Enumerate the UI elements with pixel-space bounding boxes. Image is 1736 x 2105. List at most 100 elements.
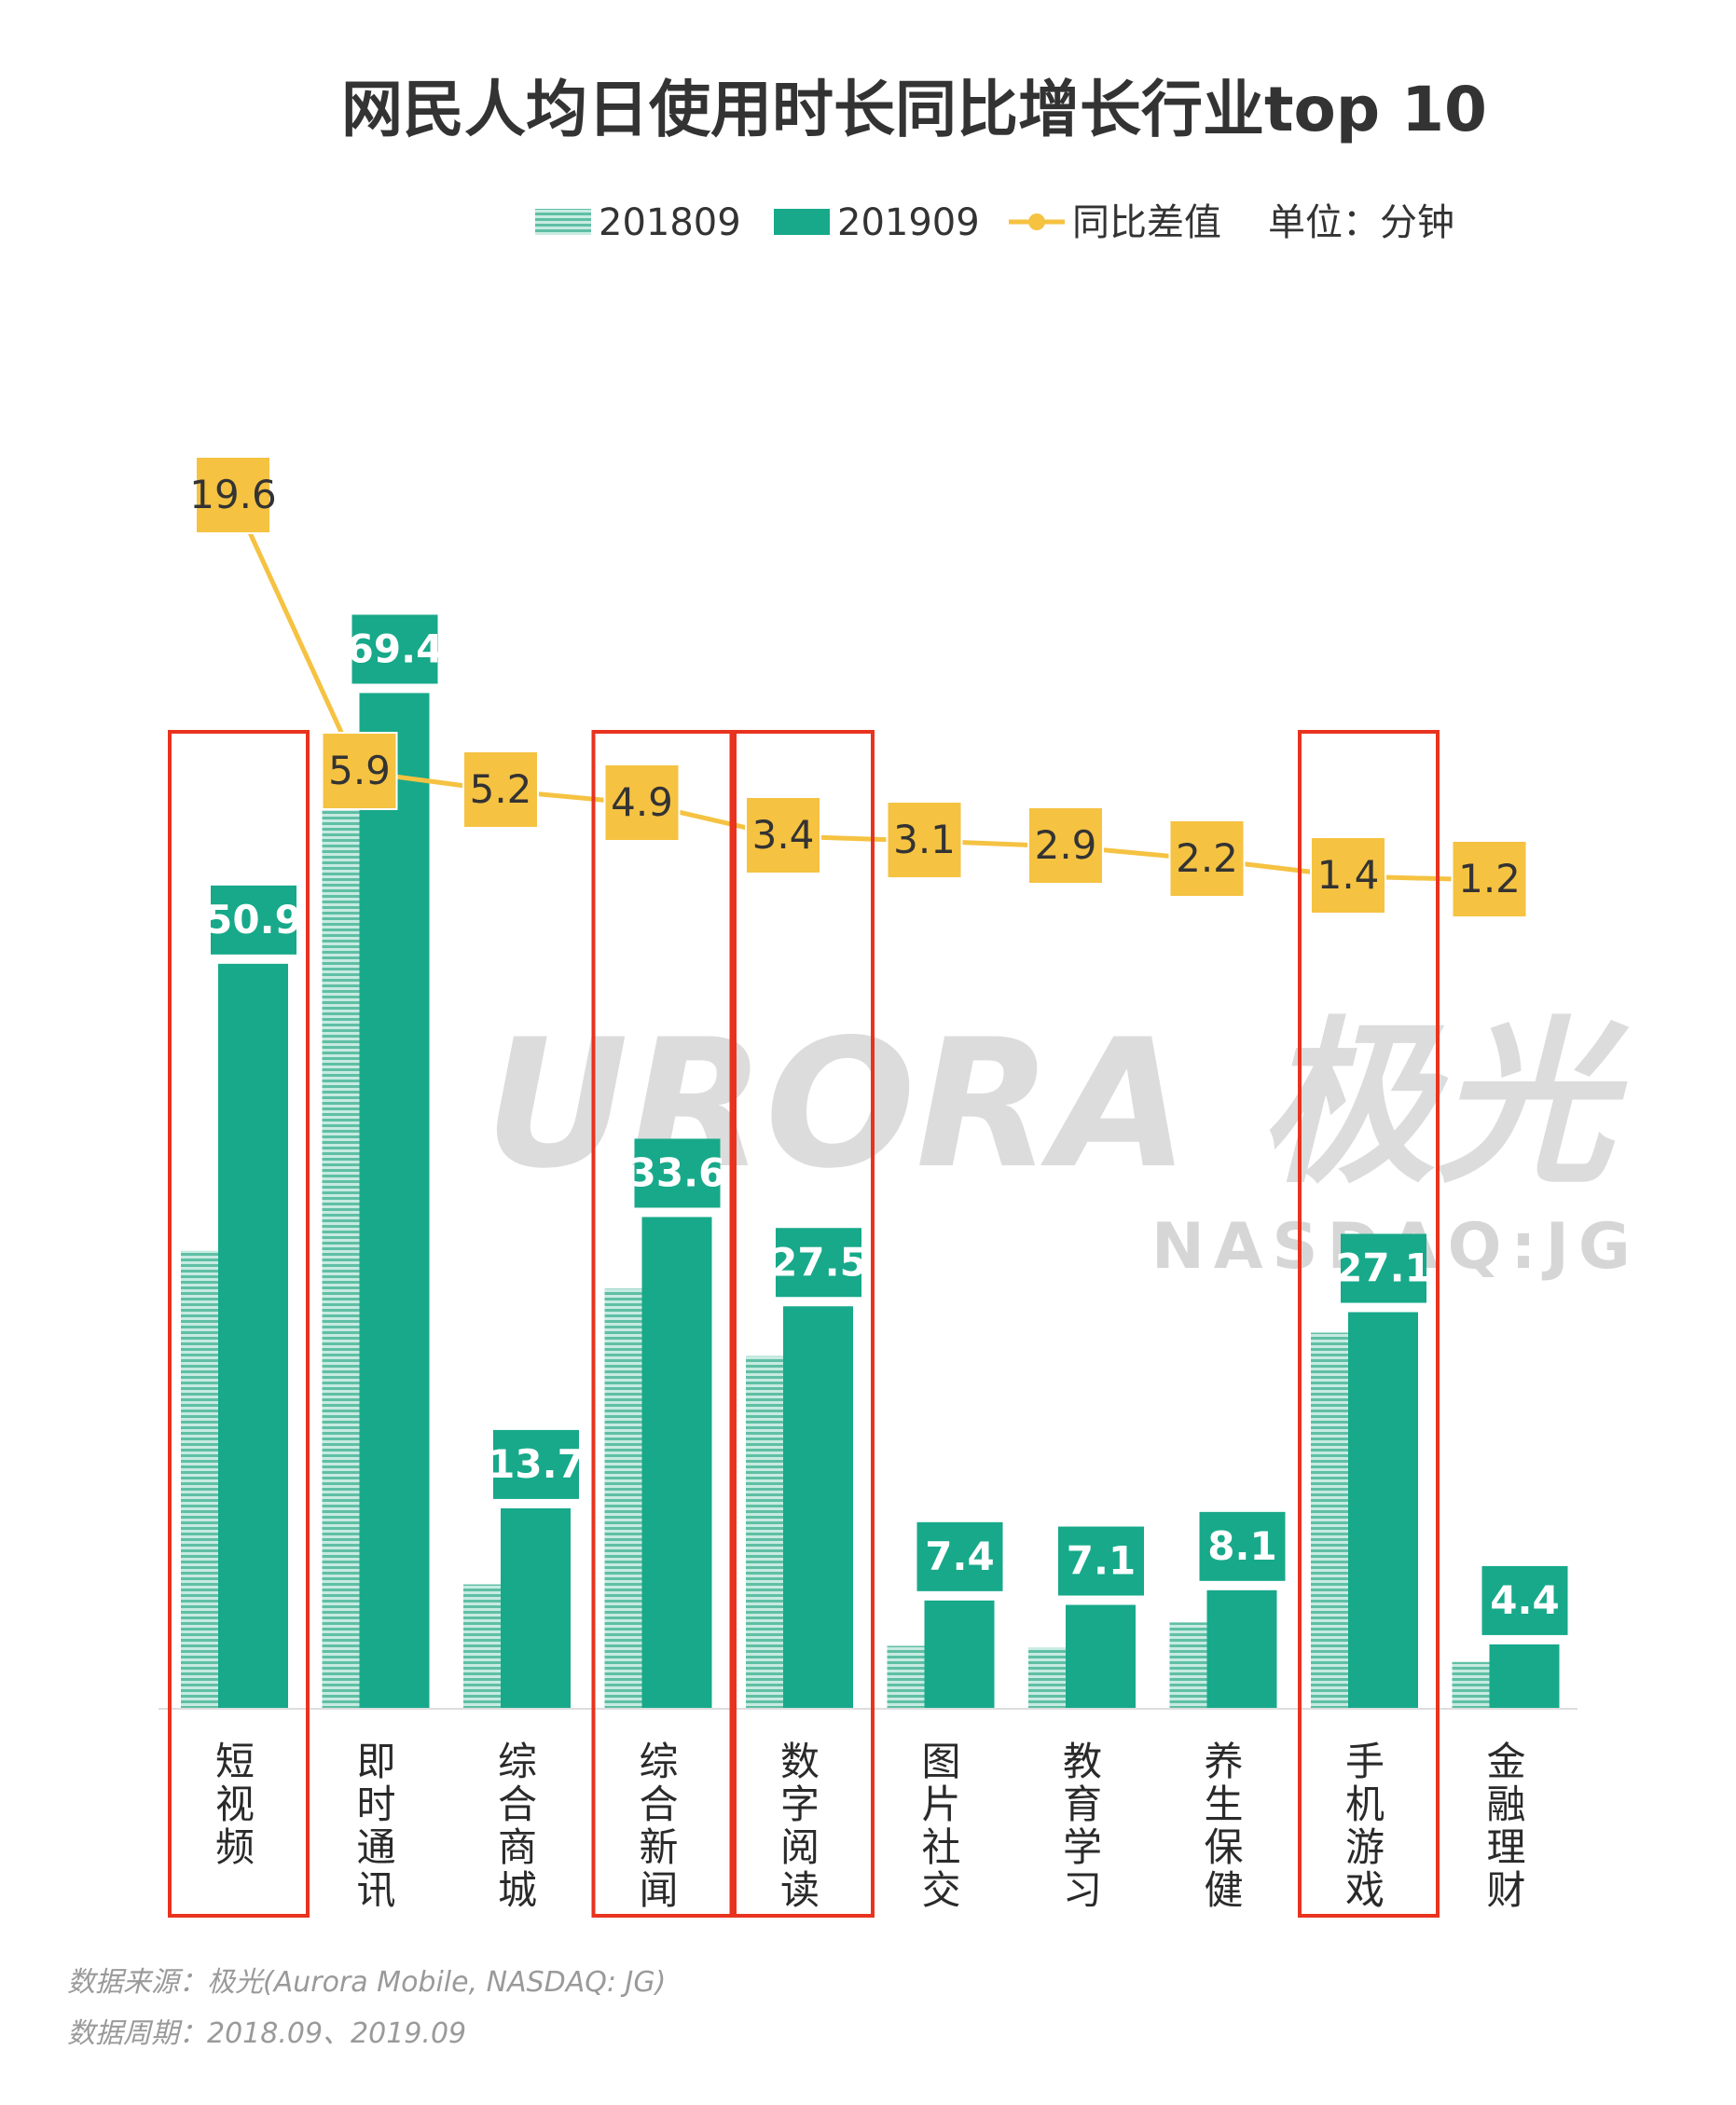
chart-title: 网民人均日使用时长同比增长行业top 10 [341,74,1487,145]
legend: 201809 201909 同比差值 单位：分钟 [535,201,1454,244]
value-label-box-cat3 [634,1138,721,1208]
category-label-char-cat3: 闻 [639,1867,678,1913]
value-label-box-cat9 [1481,1565,1568,1635]
bar-201909-cat4 [783,1306,853,1709]
diff-label-cat5: 3.1 [893,817,956,862]
category-label-char-cat1: 通 [356,1824,395,1870]
value-label-201909-cat5: 7.4 [925,1534,994,1579]
bar-201909-cat0 [218,963,288,1709]
category-label-char-cat8: 戏 [1345,1867,1385,1913]
bar-201809-cat9 [1452,1661,1490,1709]
diff-point-cat2 [462,750,539,829]
value-label-201909-cat4: 27.5 [770,1239,867,1285]
value-label-201909-cat7: 8.1 [1207,1523,1276,1569]
value-label-box-cat7 [1199,1511,1286,1581]
diff-point-cat4 [745,796,821,874]
legend-label-diff: 同比差值 [1072,201,1221,244]
category-label-char-cat6: 育 [1063,1782,1102,1827]
category-label-char-cat7: 保 [1204,1824,1243,1870]
legend-swatch-201809 [535,209,591,235]
bar-201809-cat2 [463,1584,501,1709]
category-label-char-cat0: 频 [215,1824,255,1870]
watermark: URORA 极光 NASDAQ:JG [485,1001,1631,1284]
diff-line [230,494,1490,883]
diff-label-cat0: 19.6 [189,472,277,517]
diff-label-cat2: 5.2 [470,766,532,812]
value-label-box-cat4 [776,1228,861,1298]
value-label-box-cat2 [493,1429,579,1499]
category-label-char-cat5: 社 [921,1824,960,1870]
category-label-char-cat5: 图 [921,1739,960,1784]
category-label-char-cat5: 片 [921,1782,960,1827]
diff-point-cat6 [1027,806,1104,885]
value-label-box-cat8 [1341,1233,1426,1303]
legend-marker-diff [1028,213,1045,230]
value-label-201909-cat9: 4.4 [1490,1577,1559,1623]
category-label-char-cat3: 新 [639,1824,678,1870]
bar-layer: 50.9 69.4 13.7 33.6 27.5 7.4 7.1 8.1 27.1 4.4 [181,614,1568,1710]
diff-label-cat3: 4.9 [611,779,673,825]
category-label-char-cat8: 机 [1345,1782,1385,1827]
category-label-char-cat0: 视 [215,1782,255,1827]
value-label-box-cat1 [351,614,438,684]
bar-201909-cat3 [641,1217,712,1709]
legend-swatch-201909 [774,209,830,235]
category-label-char-cat1: 即 [356,1739,395,1784]
period-note: 数据周期：2018.09、2019.09 [67,2017,466,2050]
category-label-char-cat2: 商 [498,1824,537,1870]
category-label-char-cat9: 理 [1486,1824,1525,1870]
bar-201909-cat1 [359,693,430,1710]
value-label-201909-cat3: 33.6 [629,1149,726,1195]
value-label-201909-cat6: 7.1 [1067,1538,1136,1584]
highlight-box-cat0 [168,730,310,1918]
diff-label-cat7: 2.2 [1176,835,1238,881]
category-label-char-cat2: 城 [498,1867,537,1913]
value-label-201909-cat0: 50.9 [205,897,302,942]
category-label-char-cat1: 讯 [356,1867,395,1913]
diff-point-cat9 [1451,840,1528,918]
bar-201909-cat6 [1066,1604,1136,1709]
category-label-char-cat9: 融 [1486,1782,1525,1827]
category-label-char-cat6: 学 [1063,1824,1102,1870]
diff-point-cat5 [886,801,963,879]
highlight-boxes [168,730,1440,1918]
category-label-char-cat9: 金 [1486,1739,1525,1784]
value-label-box-cat5 [916,1521,1003,1591]
value-label-201909-cat2: 13.7 [488,1441,585,1487]
category-label-char-cat0: 短 [215,1739,255,1784]
category-label-char-cat4: 数 [780,1739,820,1784]
category-label-char-cat4: 读 [780,1867,820,1913]
diff-label-cat9: 1.2 [1458,856,1521,901]
value-label-box-cat6 [1058,1526,1144,1596]
legend-label-201809: 201809 [599,201,741,244]
value-label-box-cat0 [211,885,296,955]
diff-label-cat1: 5.9 [328,748,391,793]
bar-201909-cat8 [1348,1312,1418,1709]
bar-201909-cat5 [924,1600,995,1709]
category-label-char-cat7: 生 [1204,1782,1243,1827]
value-label-201909-cat1: 69.4 [347,626,444,671]
diff-point-cat8 [1310,836,1386,915]
category-label-char-cat7: 健 [1204,1867,1243,1913]
watermark-brand-cn: 极光 [1259,1001,1630,1207]
category-label-char-cat5: 交 [921,1867,960,1913]
category-label-char-cat8: 手 [1345,1739,1385,1784]
bar-201909-cat7 [1206,1589,1277,1709]
bar-201809-cat7 [1169,1622,1207,1709]
highlight-box-cat8 [1298,730,1440,1918]
bar-201909-cat9 [1489,1644,1560,1709]
category-label-char-cat7: 养 [1204,1739,1243,1784]
source-note: 数据来源：极光(Aurora Mobile, NASDAQ: JG) [67,1966,666,1999]
category-label-char-cat4: 阅 [780,1824,820,1870]
category-label-char-cat2: 合 [498,1782,537,1827]
category-label-char-cat4: 字 [780,1782,820,1827]
value-label-201909-cat8: 27.1 [1335,1245,1432,1291]
bar-201809-cat5 [887,1645,925,1709]
diff-point-cat7 [1168,819,1246,898]
category-label-char-cat3: 合 [639,1782,678,1827]
diff-point-cat1 [321,732,398,810]
diff-point-cat0 [195,456,271,534]
bar-201809-cat8 [1311,1332,1348,1709]
category-label-char-cat6: 习 [1063,1867,1102,1913]
